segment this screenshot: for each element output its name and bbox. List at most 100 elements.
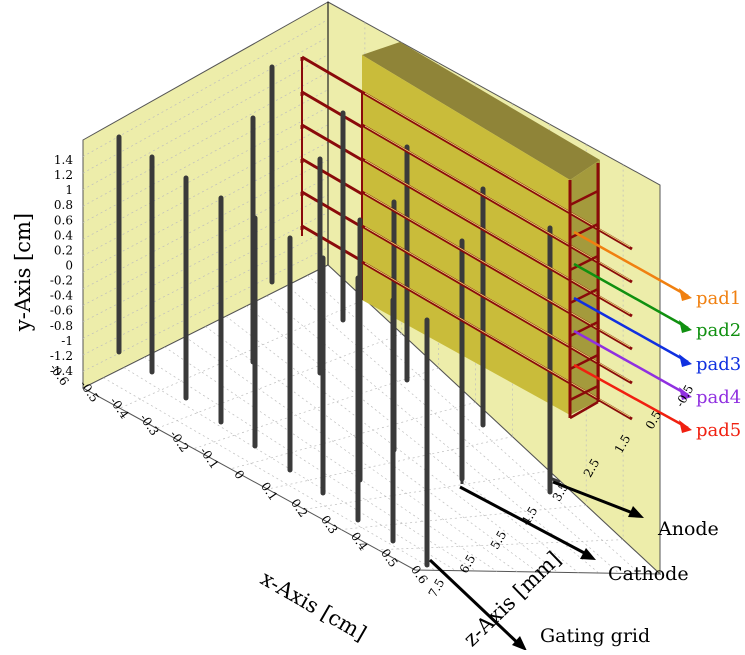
y-tick-label: 0.8 — [54, 198, 73, 212]
grid-line — [230, 401, 476, 470]
anode-rung — [569, 384, 599, 402]
pad1-label: pad1 — [696, 288, 741, 309]
anode-rung — [569, 254, 599, 272]
y-tick-label: -1 — [61, 334, 73, 348]
anode-wire — [301, 123, 363, 162]
anode-rung — [569, 400, 599, 420]
anode-wire-highlight — [364, 92, 631, 248]
grid-line — [82, 89, 329, 223]
pad1-arrow-head — [679, 288, 692, 301]
pad4-arrow-head — [679, 387, 692, 400]
anode-leg — [549, 476, 561, 484]
y-tick-label: 0.6 — [54, 213, 73, 227]
pad-box-front — [362, 55, 570, 415]
pad5-arrow — [573, 363, 689, 430]
y-tick-label: 1.2 — [54, 168, 73, 182]
anode-wire — [301, 90, 363, 129]
anode-wire — [361, 90, 633, 251]
anode-arrow-head — [628, 506, 644, 518]
grid-line — [82, 229, 329, 356]
z-tick-label: -0.5 — [673, 382, 697, 409]
anode-wire — [301, 157, 363, 196]
grid-line — [341, 504, 587, 530]
y-tick-label: 1.4 — [54, 153, 73, 167]
grid-line — [82, 212, 329, 339]
callout-arrows — [428, 480, 644, 651]
grid-line — [82, 19, 329, 157]
anode-rung — [569, 320, 599, 338]
pad4-arrow — [573, 329, 689, 397]
anode-wire — [301, 190, 363, 229]
grid-line — [267, 436, 513, 490]
y-tick-label: -0.8 — [50, 319, 73, 333]
grid-line — [304, 470, 550, 510]
anode-label: Anode — [657, 518, 719, 540]
anode-wire-highlight — [364, 192, 631, 348]
y-axis-title: y-Axis [cm] — [11, 213, 35, 332]
pad-labels: pad1 pad2 pad3 pad4 pad5 — [696, 288, 741, 441]
grid-line — [82, 141, 329, 273]
y-tick-label: 0.2 — [54, 243, 73, 257]
anode-wire-highlight — [364, 226, 631, 382]
pad-box-top — [362, 42, 600, 180]
grid-line — [82, 71, 329, 207]
y-tick-label: -0.6 — [50, 304, 73, 318]
cathode-arrow-head — [580, 548, 596, 560]
y-tick-label: 0 — [65, 259, 73, 273]
z-tick-label: 7.5 — [426, 576, 448, 600]
anode-wire — [301, 224, 363, 263]
gating-grid-arrow-head — [512, 636, 527, 651]
anode-wire-highlight — [364, 125, 631, 281]
grid-line — [205, 326, 538, 573]
anode-arrow — [552, 480, 639, 517]
gating-grid-arrow — [428, 558, 524, 649]
grid-line — [103, 377, 436, 571]
grid-line — [144, 356, 477, 572]
pad1-arrow — [573, 230, 689, 298]
y-tick-label: -0.2 — [50, 274, 73, 288]
anode-wire — [361, 190, 633, 351]
pad3-arrow — [573, 296, 689, 364]
grid-line — [378, 539, 624, 551]
pad3-arrow-head — [679, 354, 692, 367]
y-tick-label: -1.4 — [50, 364, 74, 378]
anode-rung — [569, 222, 599, 240]
pad5-label: pad5 — [696, 420, 741, 441]
grid-line — [82, 159, 329, 290]
anode-rung — [569, 287, 599, 305]
anode-wire — [301, 55, 363, 94]
y-axis-ticks: 1.41.210.80.60.40.20-0.2-0.4-0.6-0.8-1-1… — [50, 153, 74, 378]
y-tick-label: -0.4 — [50, 289, 74, 303]
pad3-label: pad3 — [696, 354, 741, 375]
cathode-label: Cathode — [608, 563, 689, 585]
pad2-arrow-head — [679, 320, 692, 333]
anode-wire — [361, 123, 633, 284]
anode-wire-highlight — [364, 159, 631, 315]
x-axis-title: x-Axis [cm] — [256, 566, 370, 646]
grid-line — [82, 36, 329, 174]
grid-line — [82, 124, 329, 257]
grid-line — [82, 54, 329, 190]
pad5-arrow-head — [679, 420, 692, 433]
gating-grid-label: Gating grid — [540, 625, 650, 647]
cathode-arrow — [459, 485, 591, 558]
grid-line — [82, 194, 329, 323]
anode-rung — [569, 189, 599, 207]
pad4-label: pad4 — [696, 387, 741, 408]
grid-line — [156, 333, 402, 429]
grid-line — [286, 285, 620, 574]
anode-wires — [300, 55, 363, 300]
pad2-label: pad2 — [696, 320, 741, 341]
grid-line — [266, 295, 599, 574]
anode-wire — [361, 157, 633, 318]
y-tick-label: 0.4 — [54, 228, 73, 242]
y-tick-label: -1.2 — [50, 349, 73, 363]
grid-line — [246, 305, 579, 573]
grid-line — [82, 247, 329, 372]
pad2-arrow — [573, 262, 689, 330]
anode-wire — [361, 224, 633, 385]
y-tick-label: 1 — [65, 183, 73, 197]
grid-line — [82, 106, 329, 240]
